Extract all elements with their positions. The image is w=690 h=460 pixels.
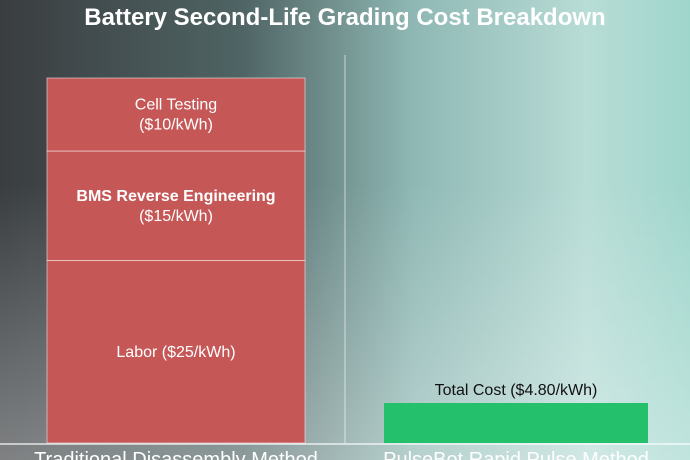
data-label: ($15/kWh): [139, 208, 213, 225]
x-tick-label: PulseBot Rapid Pulse Method: [383, 449, 649, 460]
data-label: Labor ($25/kWh): [116, 344, 235, 361]
chart-title: Battery Second-Life Grading Cost Breakdo…: [84, 4, 606, 31]
bar-segment-total-cost: [384, 403, 648, 443]
bar-segment-labor: [46, 260, 306, 444]
bar-segment-cell-testing: [46, 77, 306, 152]
x-tick-label: Traditional Disassembly Method: [34, 449, 318, 460]
data-label: Total Cost ($4.80/kWh): [435, 382, 598, 399]
bar-segment-bms-reverse-engineering: [46, 150, 306, 261]
data-label: Cell Testing: [135, 97, 217, 114]
data-label: ($10/kWh): [139, 117, 213, 134]
data-label: BMS Reverse Engineering: [76, 188, 275, 205]
